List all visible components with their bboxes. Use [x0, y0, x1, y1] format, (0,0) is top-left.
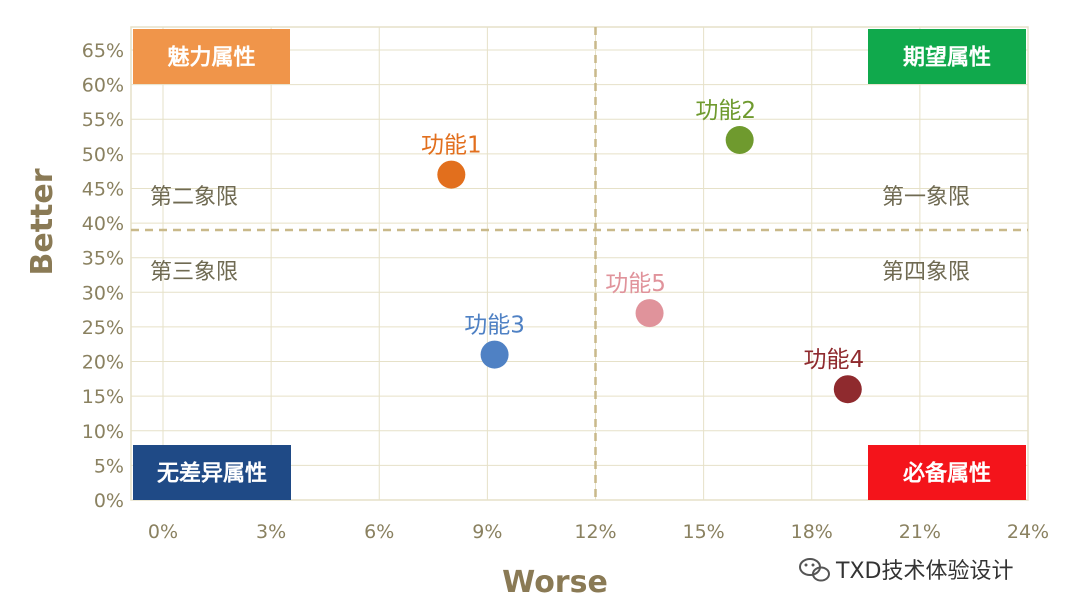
data-point	[725, 126, 754, 154]
data-point-label: 功能2	[695, 98, 756, 124]
y-tick-label: 25%	[82, 317, 124, 339]
x-tick-label: 0%	[148, 521, 178, 543]
x-tick-label: 21%	[899, 521, 941, 543]
x-tick-label: 12%	[574, 521, 616, 543]
y-tick-label: 10%	[82, 421, 124, 443]
quadrant-label-q1: 第一象限	[882, 185, 970, 210]
quadrant-label-q4: 第四象限	[882, 260, 970, 285]
x-tick-label: 9%	[472, 521, 502, 543]
data-point-label: 功能4	[803, 347, 864, 373]
x-tick-label: 18%	[791, 521, 833, 543]
corner-box-top_right	[868, 29, 1026, 84]
data-point-label: 功能5	[605, 271, 666, 297]
watermark-text: TXD技术体验设计	[835, 559, 1013, 584]
data-point	[437, 160, 466, 189]
y-tick-label: 30%	[82, 282, 124, 304]
x-tick-label: 3%	[256, 521, 286, 543]
data-point	[833, 375, 862, 404]
x-tick-label: 24%	[1007, 521, 1049, 543]
y-tick-label: 50%	[82, 144, 124, 166]
y-axis-title: Better	[25, 168, 60, 275]
y-tick-label: 55%	[82, 109, 124, 131]
corner-label-top_left: 魅力属性	[167, 45, 255, 71]
data-point-label: 功能3	[464, 313, 525, 339]
quadrant-label-q2: 第二象限	[150, 185, 238, 210]
data-point	[635, 299, 664, 328]
grid	[130, 26, 1029, 501]
corner-box-bottom_left	[133, 445, 291, 500]
data-point	[480, 340, 509, 369]
y-tick-label: 35%	[82, 248, 124, 270]
y-tick-label: 0%	[94, 490, 124, 512]
y-tick-label: 65%	[82, 40, 124, 62]
y-tick-label: 45%	[82, 178, 124, 200]
y-axis-tick-labels: 0% 5% 10% 15% 20% 25% 30% 35% 40% 45% 50% 55% 60% 65%	[82, 40, 124, 512]
x-tick-label: 6%	[364, 521, 394, 543]
data-points: 功能1 功能2 功能3 功能4 功能5	[421, 98, 864, 404]
data-point-label: 功能1	[421, 133, 482, 159]
corner-label-bottom_left: 无差异属性	[157, 461, 267, 487]
corner-label-bottom_right: 必备属性	[903, 461, 991, 487]
quadrant-label-q3: 第三象限	[150, 260, 238, 285]
y-tick-label: 40%	[82, 213, 124, 235]
corner-label-top_right: 期望属性	[903, 46, 991, 71]
y-tick-label: 15%	[82, 386, 124, 408]
x-axis-title: Worse	[502, 565, 608, 600]
y-tick-label: 5%	[94, 455, 124, 477]
y-tick-label: 20%	[82, 352, 124, 374]
quadrant-dividers	[131, 27, 1028, 500]
x-axis-tick-labels: 0% 3% 6% 9% 12% 15% 18% 21% 24%	[148, 521, 1049, 543]
wechat-icon	[799, 558, 830, 582]
corner-box-top_left	[133, 29, 290, 84]
watermark: TXD技术体验设计	[799, 558, 1013, 584]
y-tick-label: 60%	[82, 75, 124, 97]
corner-box-bottom_right	[868, 445, 1026, 500]
x-tick-label: 15%	[683, 521, 725, 543]
